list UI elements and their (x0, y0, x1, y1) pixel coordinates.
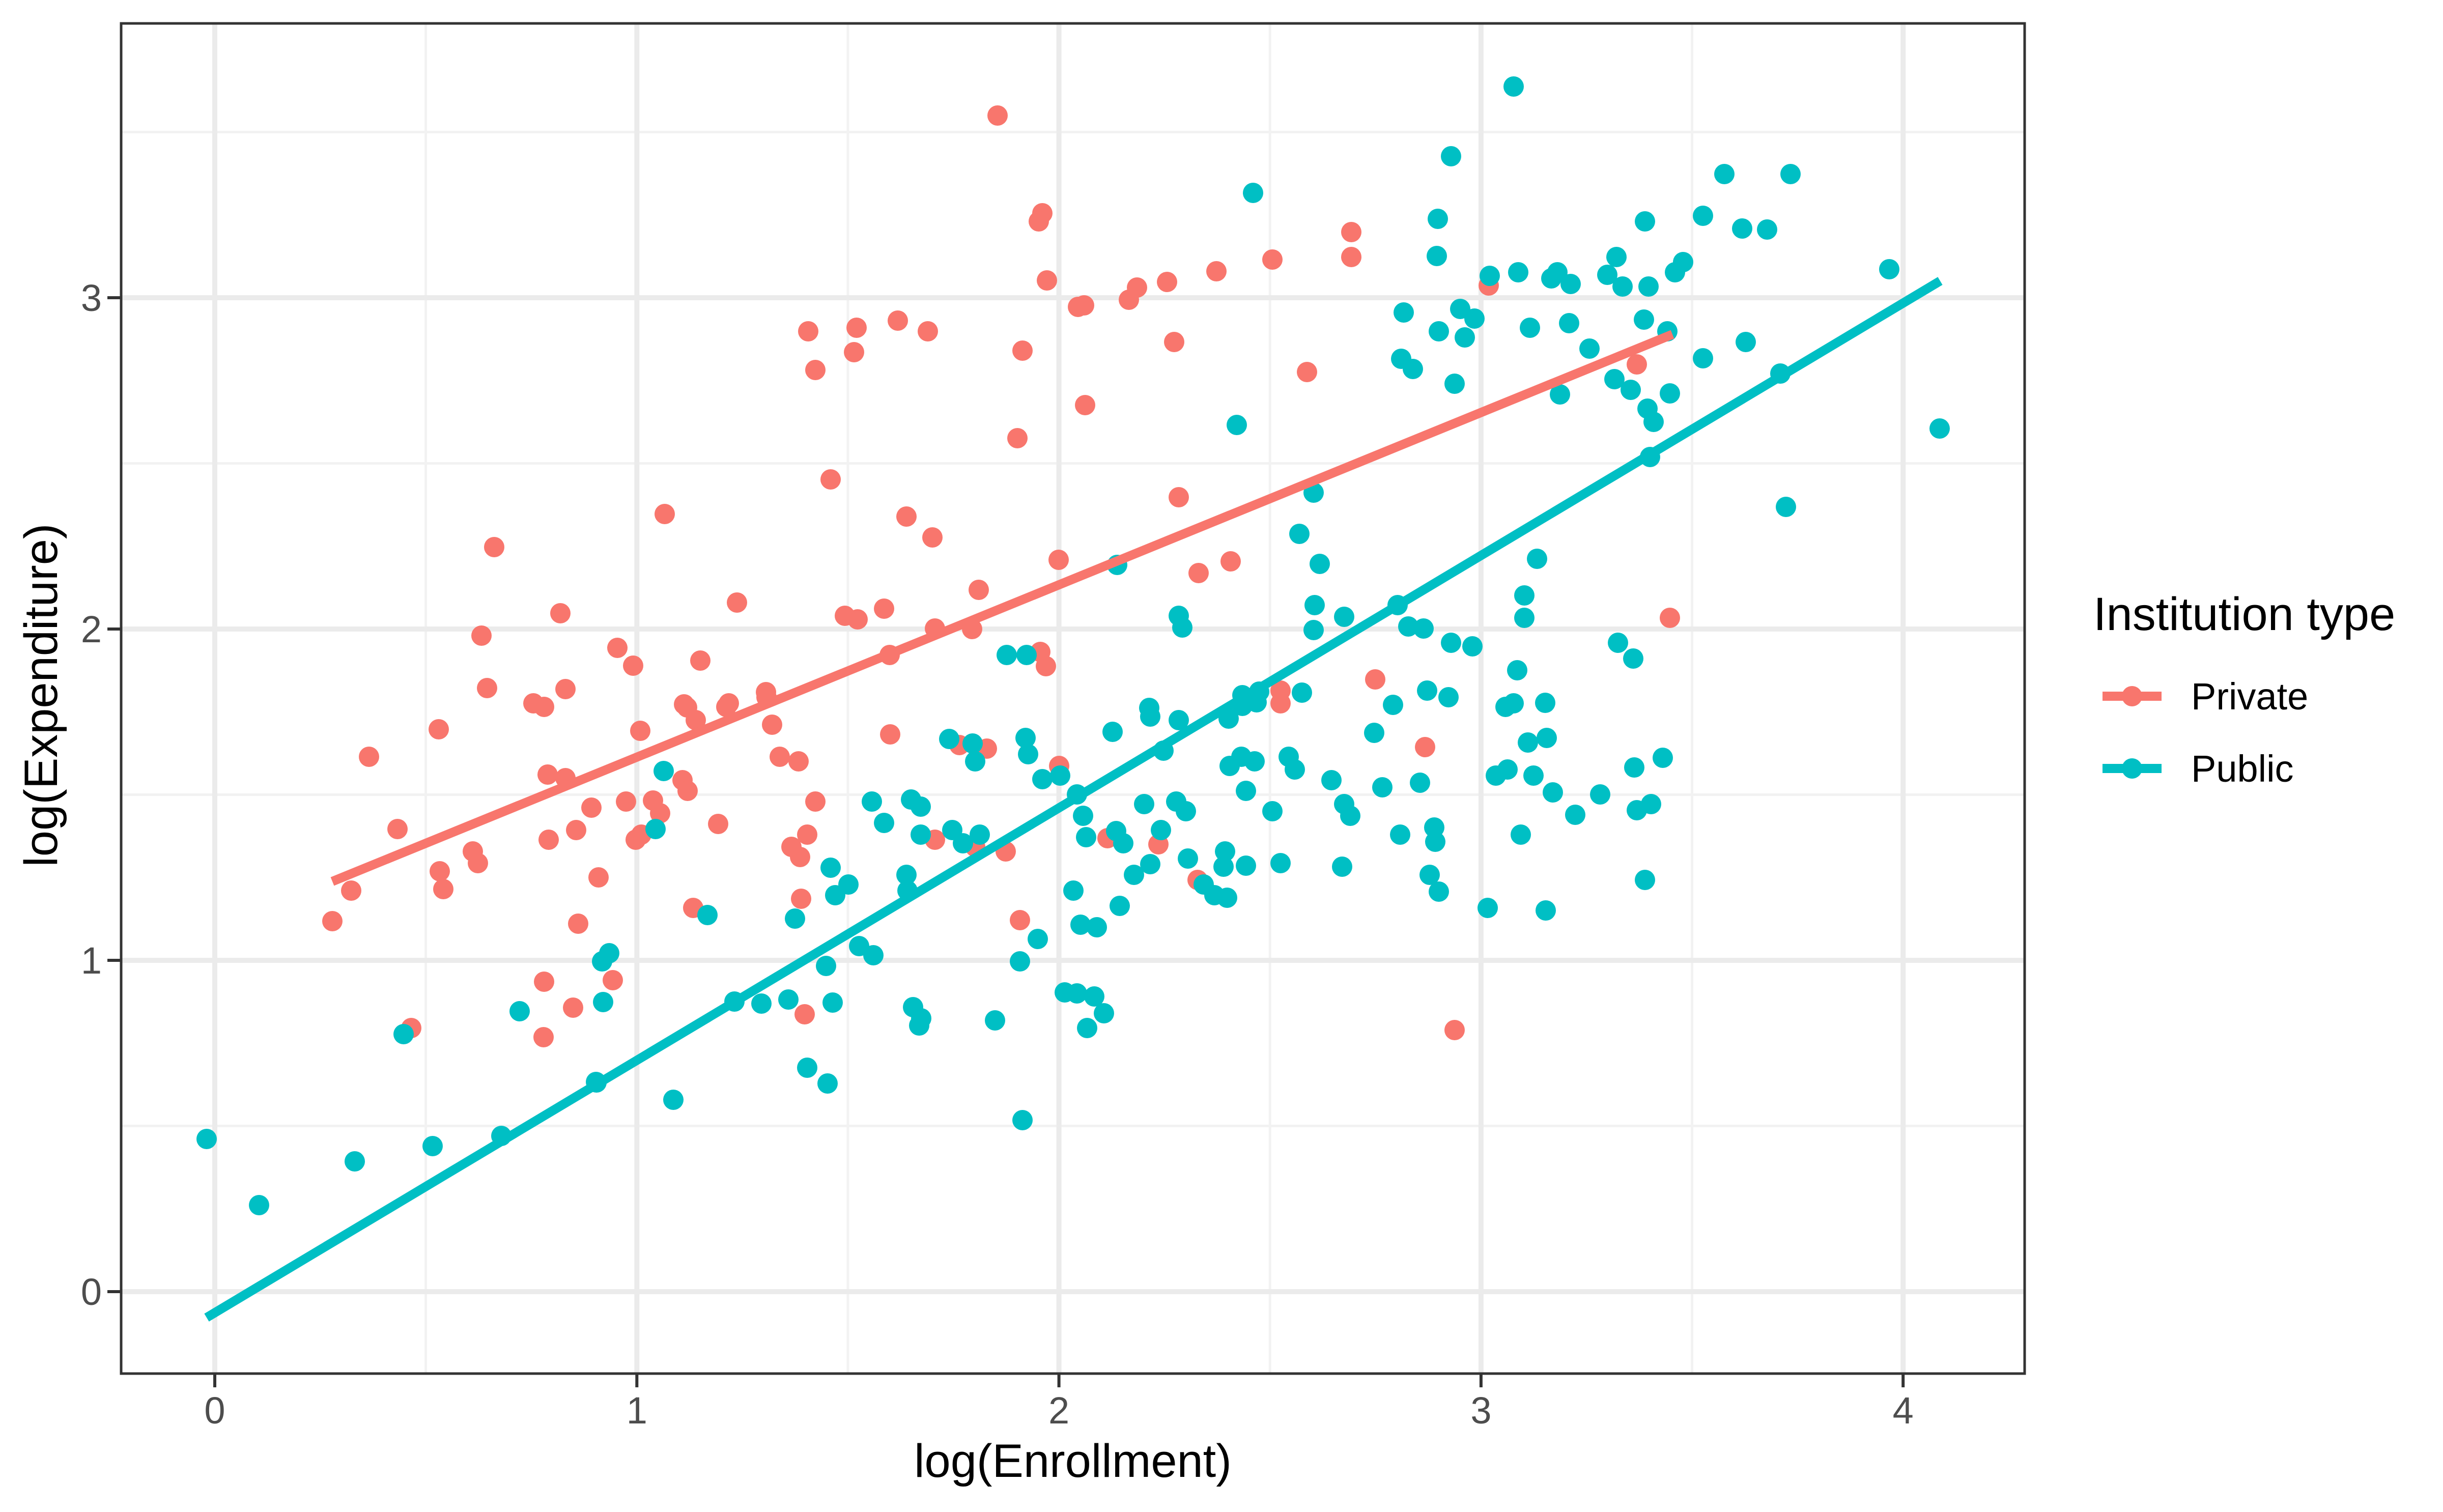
svg-text:log(Enrollment): log(Enrollment) (914, 1435, 1232, 1487)
svg-text:Public: Public (2191, 748, 2294, 790)
svg-text:4: 4 (1893, 1389, 1914, 1432)
svg-text:Institution type: Institution type (2093, 588, 2395, 640)
svg-text:0: 0 (81, 1271, 102, 1313)
svg-text:2: 2 (81, 608, 102, 650)
svg-text:0: 0 (204, 1389, 225, 1432)
svg-text:log(Expenditure): log(Expenditure) (15, 523, 67, 867)
svg-text:Private: Private (2191, 675, 2308, 718)
svg-text:3: 3 (1470, 1389, 1491, 1432)
svg-text:2: 2 (1048, 1389, 1069, 1432)
svg-text:3: 3 (81, 277, 102, 319)
svg-text:1: 1 (81, 939, 102, 982)
svg-text:1: 1 (627, 1389, 647, 1432)
